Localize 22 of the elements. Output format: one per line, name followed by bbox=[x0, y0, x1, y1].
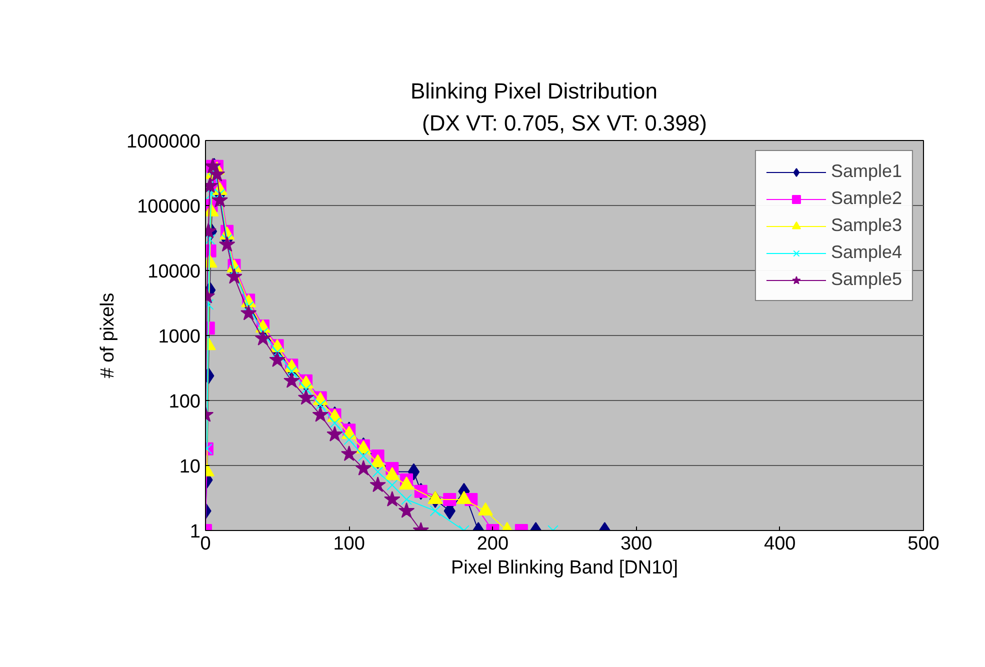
y-tick-label: 1000000 bbox=[126, 132, 200, 152]
x-tick-label: 400 bbox=[764, 534, 796, 554]
legend-label: Sample3 bbox=[830, 215, 902, 236]
y-tick-label: 10000 bbox=[148, 262, 201, 282]
legend-label: Sample4 bbox=[830, 242, 902, 263]
y-axis-title: # of pixels bbox=[98, 292, 119, 378]
legend-label: Sample2 bbox=[830, 188, 902, 209]
legend-label: Sample1 bbox=[830, 161, 902, 182]
x-tick-label: 500 bbox=[908, 534, 940, 554]
x-tick-label: 300 bbox=[620, 534, 652, 554]
legend-label: Sample5 bbox=[830, 269, 902, 290]
y-tick-label: 100 bbox=[168, 392, 200, 412]
x-axis-title: Pixel Blinking Band [DN10] bbox=[450, 558, 678, 578]
y-tick-label: 1 bbox=[190, 522, 201, 542]
chart-title: Blinking Pixel Distribution bbox=[410, 78, 658, 104]
chart-subtitle: (DX VT: 0.705, SX VT: 0.398) bbox=[422, 110, 707, 136]
x-tick-label: 200 bbox=[476, 534, 509, 554]
x-tick-label: 0 bbox=[200, 534, 211, 554]
x-tick-label: 100 bbox=[333, 534, 365, 554]
y-tick-label: 1000 bbox=[158, 326, 201, 348]
y-tick-label: 100000 bbox=[137, 196, 201, 218]
y-tick-label: 10 bbox=[179, 456, 201, 478]
